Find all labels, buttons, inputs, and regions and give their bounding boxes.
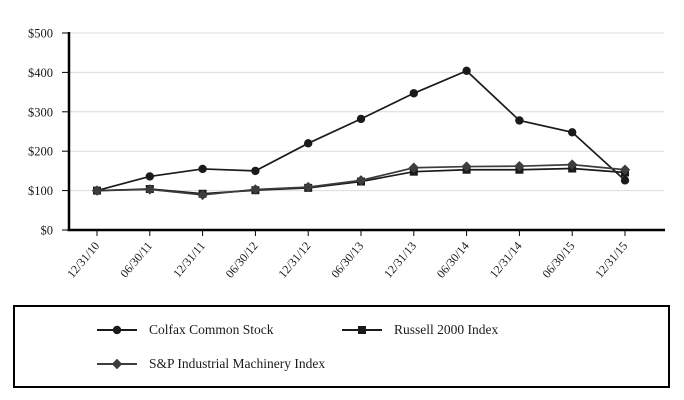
legend-box: Colfax Common Stock Russell 2000 Index S… (13, 305, 670, 388)
x-axis-label: 12/31/12 (275, 239, 313, 281)
legend-item-sp-industrial-machinery-index: S&P Industrial Machinery Index (97, 356, 325, 372)
diamond-marker (197, 189, 208, 201)
x-axis-label: 12/31/13 (381, 239, 419, 281)
circle-marker (568, 128, 577, 137)
legend-item-colfax-common-stock: Colfax Common Stock (97, 322, 274, 338)
x-axis-label: 06/30/13 (328, 239, 366, 281)
circle-marker (304, 139, 313, 148)
y-axis-label: $100 (28, 184, 53, 198)
diamond-marker-swatch (97, 358, 137, 370)
y-axis-label: $500 (28, 27, 53, 41)
square-marker (358, 326, 366, 334)
diamond-marker (91, 185, 103, 196)
diamond-marker (303, 181, 314, 193)
x-axis-label: 12/31/10 (64, 239, 102, 281)
circle-marker (515, 116, 524, 125)
x-axis-label: 12/31/15 (592, 239, 630, 281)
series-line-circle (96, 69, 626, 192)
x-axis-label: 06/30/11 (117, 239, 155, 280)
circle-marker (112, 325, 122, 335)
legend-label-russell: Russell 2000 Index (394, 322, 499, 337)
y-axis-label: $200 (28, 145, 53, 159)
circle-marker (251, 166, 260, 176)
x-axis-label: 12/31/14 (487, 239, 525, 281)
square-marker-swatch (342, 326, 382, 334)
y-axis-label: $300 (28, 105, 53, 119)
y-axis-label: $0 (41, 224, 54, 238)
y-axis-label: $400 (28, 66, 53, 80)
diamond-marker (567, 159, 578, 170)
x-axis-label: 06/30/12 (223, 239, 261, 281)
diamond-marker (250, 184, 261, 195)
x-axis-label: 06/30/15 (539, 239, 577, 281)
legend-item-russell-2000-index: Russell 2000 Index (342, 322, 498, 338)
diamond-marker (355, 175, 367, 186)
circle-marker (462, 66, 471, 76)
diamond-marker (408, 162, 419, 173)
line-chart: $0 $100 $200 $300 $400 $500 12/31/10 06/30/11 12… (28, 27, 665, 281)
circle-marker (620, 176, 630, 185)
x-axis-label: 12/31/11 (170, 239, 208, 280)
diamond-marker (144, 184, 155, 195)
circle-marker (356, 114, 366, 124)
diamond-marker (461, 161, 472, 172)
circle-marker (409, 89, 418, 98)
diamond-marker (111, 358, 123, 370)
x-axis-label: 06/30/14 (434, 239, 472, 281)
diamond-marker (619, 164, 631, 175)
legend-label-colfax: Colfax Common Stock (149, 322, 274, 337)
circle-marker (145, 172, 154, 181)
circle-marker-swatch (97, 325, 137, 335)
legend-label-sp-industrial: S&P Industrial Machinery Index (149, 356, 326, 371)
diamond-marker (514, 160, 525, 172)
circle-marker (198, 164, 207, 174)
